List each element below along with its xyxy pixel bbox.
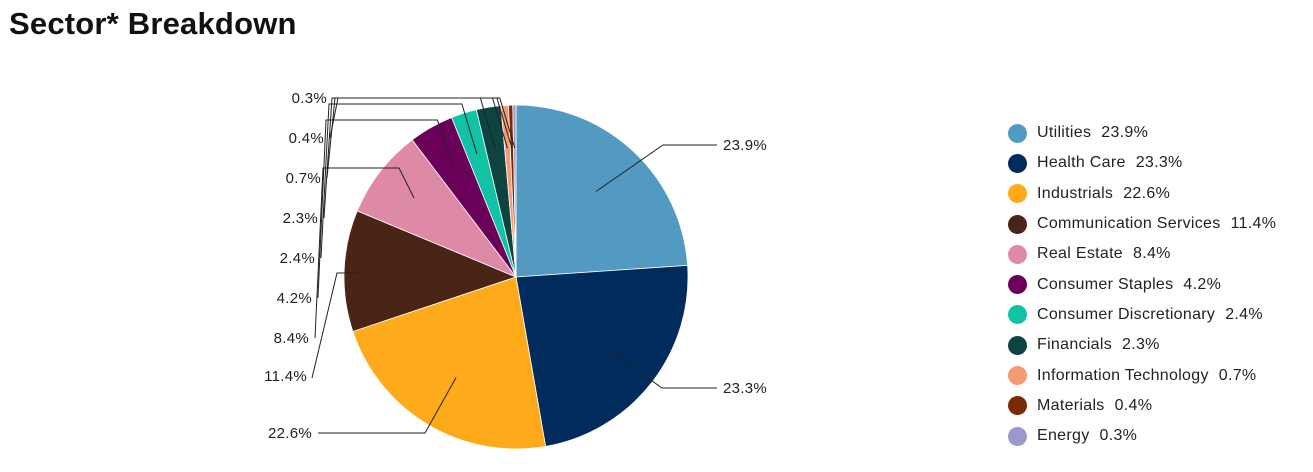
leader-line-industrials <box>318 377 457 434</box>
legend-label-consumer-discretionary: Consumer Discretionary <box>1037 305 1216 323</box>
legend-item-consumer-discretionary: Consumer Discretionary 2.4% <box>1008 300 1276 330</box>
legend-item-health-care: Health Care 23.3% <box>1008 148 1276 178</box>
data-label-real-estate: 8.4% <box>274 330 309 347</box>
legend-item-communication-services: Communication Services 11.4% <box>1008 209 1276 239</box>
legend-swatch-utilities <box>1008 123 1027 143</box>
data-label-information-technology: 0.7% <box>286 170 321 187</box>
legend-value-consumer-discretionary: 2.4% <box>1225 305 1263 323</box>
data-label-financials: 2.3% <box>283 210 318 227</box>
leader-line-energy <box>333 97 516 149</box>
legend-value-financials: 2.3% <box>1122 336 1160 354</box>
legend-value-real-estate: 8.4% <box>1133 245 1171 263</box>
legend-value-materials: 0.4% <box>1114 396 1153 414</box>
legend-value-information-technology: 0.7% <box>1218 366 1257 384</box>
legend-item-financials: Financials 2.3% <box>1008 330 1276 360</box>
legend-item-utilities: Utilities 23.9% <box>1008 118 1276 148</box>
legend-item-information-technology: Information Technology 0.7% <box>1008 360 1276 390</box>
data-label-materials: 0.4% <box>289 130 324 147</box>
legend-label-financials: Financials <box>1037 336 1113 354</box>
legend-value-industrials: 22.6% <box>1123 184 1171 202</box>
leader-line-consumer-discretionary <box>320 103 478 259</box>
data-label-industrials: 22.6% <box>268 425 312 442</box>
legend-label-health-care: Health Care <box>1037 154 1126 172</box>
legend-item-materials: Materials 0.4% <box>1008 391 1276 421</box>
legend-value-communication-services: 11.4% <box>1230 215 1277 233</box>
pie-slice-utilities <box>515 104 689 278</box>
data-label-consumer-discretionary: 2.4% <box>280 250 315 267</box>
legend-value-utilities: 23.9% <box>1101 124 1149 142</box>
legend: Utilities 23.9% Health Care 23.3% Industrial… <box>1008 118 1276 451</box>
leader-line-communication-services <box>311 272 362 379</box>
legend-label-utilities: Utilities <box>1037 124 1092 142</box>
legend-swatch-information-technology <box>1008 366 1027 386</box>
data-label-energy: 0.3% <box>292 90 327 107</box>
legend-label-materials: Materials <box>1037 396 1105 414</box>
legend-swatch-energy <box>1008 426 1027 446</box>
legend-item-consumer-staples: Consumer Staples 4.2% <box>1008 269 1276 299</box>
legend-swatch-industrials <box>1008 184 1027 204</box>
legend-label-consumer-staples: Consumer Staples <box>1037 275 1174 293</box>
legend-label-communication-services: Communication Services <box>1037 215 1221 233</box>
legend-swatch-financials <box>1008 335 1027 355</box>
chart-title: Sector* Breakdown <box>9 6 297 41</box>
legend-label-industrials: Industrials <box>1037 184 1114 202</box>
legend-item-energy: Energy 0.3% <box>1008 421 1276 451</box>
legend-value-energy: 0.3% <box>1099 427 1138 445</box>
leader-line-real-estate <box>314 167 415 339</box>
legend-swatch-materials <box>1008 396 1027 416</box>
legend-value-consumer-staples: 4.2% <box>1183 275 1222 293</box>
pie-slices <box>343 104 689 450</box>
legend-swatch-communication-services <box>1008 214 1027 234</box>
legend-swatch-health-care <box>1008 153 1027 173</box>
legend-swatch-consumer-staples <box>1008 275 1027 295</box>
legend-swatch-consumer-discretionary <box>1008 305 1027 325</box>
legend-value-health-care: 23.3% <box>1135 154 1183 172</box>
pie-slice-health-care <box>515 264 689 447</box>
pie-slice-real-estate <box>356 139 518 278</box>
legend-label-real-estate: Real Estate <box>1037 245 1124 263</box>
pie-slice-energy <box>512 104 517 278</box>
data-labels: 23.9% 23.3% 22.6% 11.4% 8.4% 4.2% 2.4% 2.3% 0.7%… <box>264 90 767 442</box>
legend-label-information-technology: Information Technology <box>1037 366 1209 384</box>
legend-item-real-estate: Real Estate 8.4% <box>1008 239 1276 269</box>
pie-slice-communication-services <box>343 210 518 332</box>
data-label-consumer-staples: 4.2% <box>277 290 312 307</box>
data-label-communication-services: 11.4% <box>264 368 307 385</box>
pie-slice-industrials <box>352 276 547 450</box>
legend-swatch-real-estate <box>1008 244 1027 264</box>
data-label-utilities: 23.9% <box>723 137 767 154</box>
leader-line-health-care <box>607 348 717 389</box>
data-label-health-care: 23.3% <box>723 380 767 397</box>
legend-item-industrials: Industrials 22.6% <box>1008 179 1276 209</box>
leader-lines <box>311 97 717 434</box>
leader-line-consumer-staples <box>317 119 453 299</box>
legend-label-energy: Energy <box>1037 427 1090 445</box>
leader-line-utilities <box>595 144 717 192</box>
